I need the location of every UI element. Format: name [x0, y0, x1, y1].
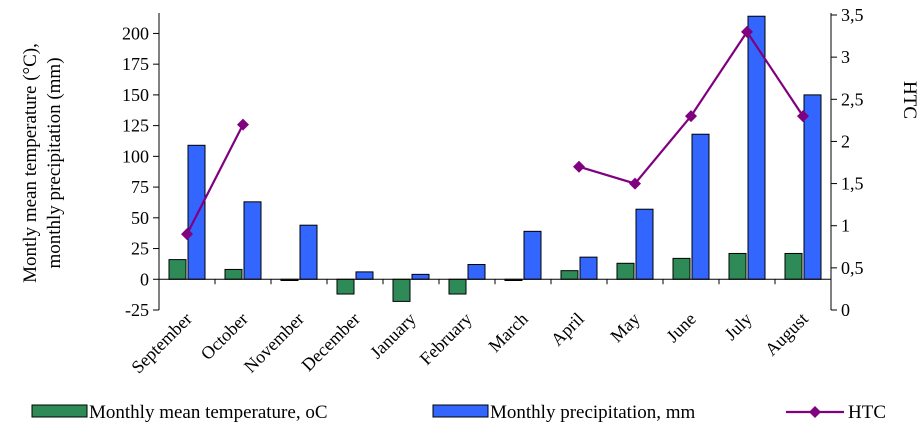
- bars-layer: [168, 15, 822, 302]
- x-tick-label-october: October: [197, 309, 252, 364]
- right-y-tick-label: 1,5: [841, 174, 864, 194]
- htc-point-april: [573, 160, 585, 173]
- precipitation-bar-march: [523, 230, 542, 280]
- left-y-axis-title: Montly mean temperature (°C), monthly pr…: [20, 43, 65, 283]
- right-y-tick-label: 2: [841, 131, 850, 151]
- htc-line-segment-1: [186, 124, 244, 235]
- left-y-tick-label: 0: [140, 269, 149, 289]
- temperature-bar-july: [728, 252, 747, 280]
- left-y-tick-label: 150: [122, 85, 149, 105]
- right-y-tick-label: 0: [841, 300, 850, 320]
- htc-point-october: [237, 118, 249, 131]
- precipitation-bar-june: [691, 133, 710, 280]
- temperature-bar-june: [672, 257, 691, 280]
- right-y-ticks: 0 0,5 1 1,5 2 2,5 3 3,5: [831, 5, 864, 320]
- legend: Monthly mean temperature, oC Monthly prec…: [31, 402, 886, 423]
- x-tick-label-august: August: [761, 309, 812, 360]
- y-axis-title-line-2: monthly precipitation (mm): [44, 57, 65, 268]
- x-tick-label-june: June: [662, 309, 699, 346]
- precipitation-bar-november: [299, 224, 318, 280]
- y-axis-title-line-1: Montly mean temperature (°C),: [20, 43, 41, 283]
- legend-label-htc: HTC: [848, 402, 886, 423]
- left-y-tick-label: 50: [131, 208, 149, 228]
- right-y-tick-label: 2,5: [841, 89, 864, 109]
- x-tick-label-january: January: [366, 309, 420, 363]
- temperature-bar-august: [784, 252, 803, 280]
- temperature-bar-may: [616, 262, 635, 280]
- legend-label-temperature: Monthly mean temperature, oC: [89, 402, 328, 423]
- temperature-bar-april: [560, 270, 579, 280]
- htc-point-september: [181, 228, 193, 241]
- legend-swatch-precipitation: [432, 404, 489, 418]
- htc-point-june: [685, 110, 697, 123]
- htc-point-may: [629, 177, 641, 190]
- precipitation-bar-february: [467, 264, 486, 280]
- htc-point-july: [741, 25, 753, 38]
- left-y-tick-label: 75: [131, 177, 149, 197]
- left-y-ticks: -25 0 25 50 75 100 125 150 175 200: [122, 23, 159, 320]
- temperature-bar-october: [224, 268, 243, 280]
- temperature-bar-february: [448, 278, 467, 295]
- x-tick-label-february: February: [416, 309, 476, 369]
- x-tick-label-may: May: [606, 309, 643, 346]
- temperature-bar-september: [168, 259, 187, 280]
- left-y-tick-label: 175: [122, 54, 149, 74]
- right-y-axis-title: HTC: [899, 81, 920, 119]
- left-y-tick-label: -25: [125, 300, 149, 320]
- precipitation-bar-april: [579, 256, 598, 280]
- htc-point-august: [797, 110, 809, 123]
- x-tick-label-march: March: [484, 309, 531, 356]
- precipitation-bar-december: [355, 271, 374, 280]
- precipitation-bar-january: [411, 273, 430, 280]
- precipitation-bar-august: [803, 94, 822, 280]
- right-y-tick-label: 0,5: [841, 258, 864, 278]
- left-y-tick-label: 125: [122, 116, 149, 136]
- legend-label-precipitation: Monthly precipitation, mm: [490, 402, 696, 423]
- right-y-tick-label: 1: [841, 216, 850, 236]
- precipitation-bar-september: [187, 144, 206, 280]
- left-y-tick-label: 25: [131, 239, 149, 259]
- precipitation-bar-october: [243, 201, 262, 280]
- legend-marker-htc: [809, 406, 821, 418]
- x-tick-label-november: November: [240, 309, 308, 377]
- precipitation-bar-may: [635, 208, 654, 280]
- htc-line-layer: [181, 25, 809, 241]
- left-y-tick-label: 100: [122, 146, 149, 166]
- x-tick-label-april: April: [547, 309, 588, 350]
- x-tick-label-july: July: [720, 309, 755, 344]
- legend-swatch-temperature: [31, 404, 88, 418]
- left-y-tick-label: 200: [122, 23, 149, 43]
- htc-line-segment-2: [578, 29, 804, 185]
- right-y-tick-label: 3,5: [841, 5, 864, 25]
- right-y-tick-label: 3: [841, 47, 850, 67]
- x-tick-label-december: December: [297, 309, 363, 375]
- temperature-bar-december: [336, 278, 355, 295]
- temperature-bar-january: [392, 278, 411, 302]
